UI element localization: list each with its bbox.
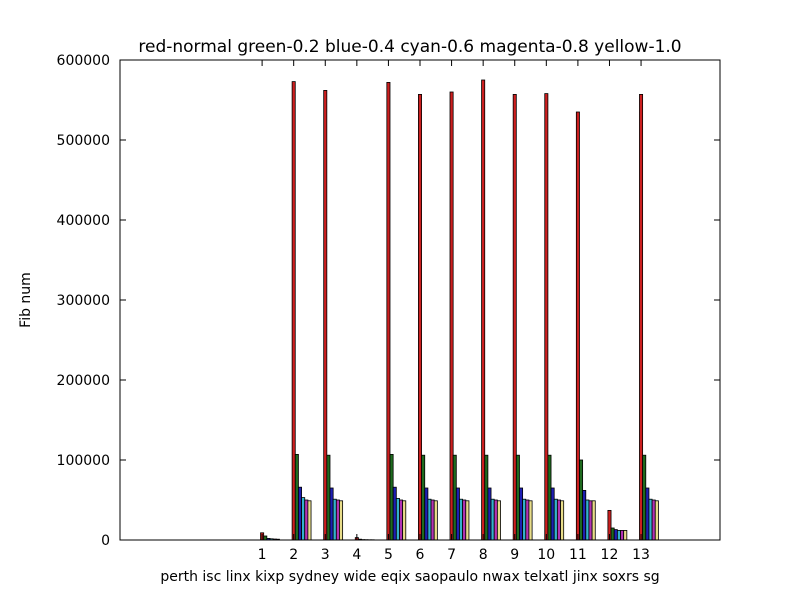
bar-red-13: [639, 94, 644, 541]
bar-blue-13: [645, 487, 650, 541]
bar-cyan-6: [427, 498, 432, 541]
bar-red-11: [575, 111, 580, 541]
chart-title: red-normal green-0.2 blue-0.4 cyan-0.6 m…: [138, 37, 681, 57]
bar-red-7: [449, 91, 454, 541]
bar-cyan-11: [585, 499, 590, 541]
y-tick-label: 100000: [57, 453, 110, 469]
bar-yellow-13: [654, 500, 659, 541]
y-axis-ticks: 0 100000 200000 300000 400000 500000 600000: [57, 53, 720, 549]
bar-green-6: [421, 454, 426, 541]
bar-blue-10: [550, 487, 555, 541]
bar-red-8: [481, 79, 486, 541]
x-tick-label: 6: [416, 547, 425, 563]
bar-green-7: [452, 454, 457, 541]
bar-yellow-8: [496, 500, 501, 541]
bar-green-9: [515, 454, 520, 541]
y-tick-label: 200000: [57, 373, 110, 389]
bar-green-12: [610, 527, 615, 541]
bar-green-13: [642, 454, 647, 541]
x-tick-label: 8: [479, 547, 488, 563]
bar-green-3: [326, 454, 331, 541]
bar-yellow-12: [623, 530, 628, 541]
x-axis-label: perth isc linx kixp sydney wide eqix sao…: [160, 569, 659, 585]
x-tick-label: 4: [352, 547, 361, 563]
bar-magenta-9: [525, 499, 530, 541]
bar-blue-7: [455, 487, 460, 541]
bar-green-2: [294, 453, 299, 541]
bar-red-2: [291, 81, 296, 541]
x-tick-label: 3: [321, 547, 330, 563]
bar-yellow-2: [307, 500, 312, 541]
bar-cyan-5: [395, 497, 400, 541]
bar-magenta-2: [304, 499, 309, 541]
bar-cyan-7: [459, 498, 464, 541]
bar-blue-2: [298, 486, 302, 541]
y-tick-label: 300000: [57, 293, 110, 309]
bar-red-10: [544, 93, 549, 541]
bar-cyan-3: [332, 498, 337, 541]
x-tick-label: 12: [601, 547, 619, 563]
y-tick-label: 500000: [57, 133, 110, 149]
y-tick-label: 400000: [57, 213, 110, 229]
bar-green-1: [263, 535, 268, 541]
bar-magenta-3: [335, 499, 340, 541]
bar-cyan-9: [522, 498, 527, 541]
bar-green-8: [484, 454, 489, 541]
bar-cyan-10: [553, 498, 558, 541]
x-tick-label: 9: [510, 547, 519, 563]
bar-yellow-10: [560, 500, 565, 541]
bar-magenta-6: [430, 499, 435, 541]
bar-cyan-2: [301, 497, 306, 541]
bar-magenta-13: [651, 499, 656, 541]
bar-blue-11: [582, 489, 587, 541]
bar-green-5: [389, 453, 394, 541]
bar-magenta-5: [399, 499, 404, 541]
bar-yellow-9: [528, 500, 533, 541]
bar-yellow-5: [402, 500, 407, 541]
bar-blue-3: [329, 487, 334, 541]
bar-blue-12: [613, 529, 618, 541]
bar-green-10: [547, 454, 552, 541]
bar-red-6: [418, 94, 422, 541]
bar-blue-6: [424, 487, 429, 541]
x-axis-ticks: 1 2 3 4 5 6 7 8 9 10 11 12 13: [258, 60, 650, 563]
bar-red-9: [512, 94, 517, 541]
bar-cyan-8: [490, 498, 495, 541]
bar-green-11: [579, 459, 584, 541]
bar-yellow-3: [339, 500, 344, 541]
y-tick-label: 600000: [57, 53, 110, 69]
bar-magenta-11: [588, 500, 593, 541]
bar-magenta-8: [493, 499, 498, 541]
bar-red-5: [386, 82, 391, 541]
bar-blue-5: [392, 486, 397, 541]
x-tick-label: 1: [258, 547, 267, 563]
bars-group: [260, 79, 659, 541]
x-tick-label: 10: [537, 547, 555, 563]
bar-yellow-11: [591, 500, 596, 541]
x-tick-label: 7: [447, 547, 456, 563]
x-tick-label: 13: [632, 547, 650, 563]
y-axis-label: Fib num: [18, 272, 34, 328]
bar-blue-9: [519, 487, 524, 541]
y-tick-label: 0: [101, 533, 110, 549]
bar-yellow-7: [465, 500, 470, 541]
x-tick-label: 5: [384, 547, 393, 563]
bar-magenta-12: [620, 530, 625, 541]
bar-magenta-10: [556, 499, 561, 541]
bar-magenta-7: [462, 499, 467, 541]
bar-red-3: [323, 90, 328, 541]
x-tick-label: 11: [569, 547, 587, 563]
bar-cyan-12: [616, 530, 621, 541]
bar-cyan-13: [648, 498, 653, 541]
x-tick-label: 2: [289, 547, 298, 563]
bar-blue-8: [487, 487, 492, 541]
bar-yellow-6: [433, 500, 438, 541]
